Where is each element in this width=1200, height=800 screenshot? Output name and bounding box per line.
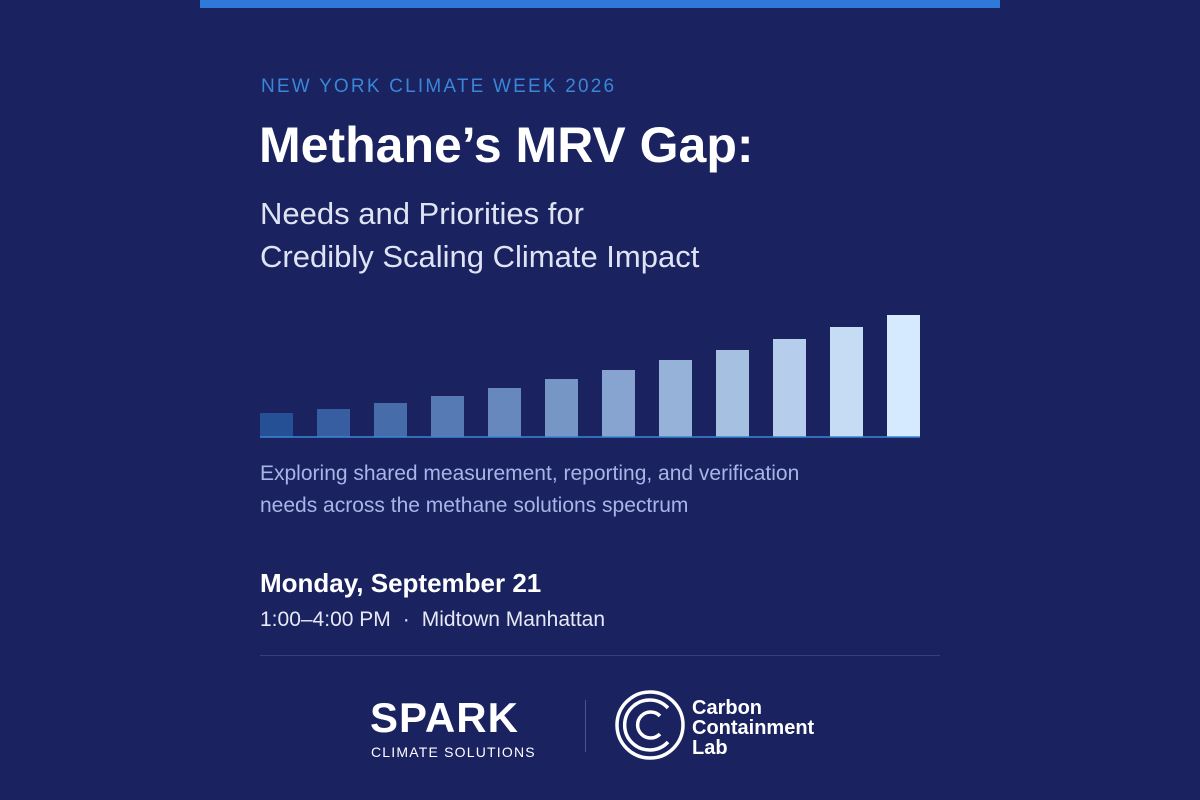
decorative-bar <box>431 396 464 437</box>
decorative-bar <box>488 388 521 437</box>
subtitle: Needs and Priorities for <box>260 196 584 231</box>
decorative-bar <box>317 409 350 437</box>
event-location: Midtown Manhattan <box>421 608 606 631</box>
description: Exploring shared measurement, reporting,… <box>260 462 800 485</box>
separator: · <box>402 608 410 631</box>
subtitle: Credibly Scaling Climate Impact <box>260 239 700 274</box>
event-time: 1:00–4:00 PM <box>260 608 391 631</box>
event-details: 1:00–4:00 PM · Midtown Manhattan <box>260 608 617 632</box>
decorative-bar <box>260 413 293 437</box>
decorative-bar <box>659 360 692 437</box>
decorative-bar <box>887 315 920 437</box>
ccl-name: Lab <box>692 737 728 759</box>
divider <box>260 655 940 656</box>
ccl-name: Containment <box>692 717 815 739</box>
title: Methane’s MRV Gap: <box>259 117 754 173</box>
decorative-bar <box>716 350 749 437</box>
spark-logo: SPARK <box>370 694 519 741</box>
decorative-bar <box>830 327 863 437</box>
logo-separator <box>585 700 586 752</box>
decorative-bars <box>260 315 920 437</box>
decorative-bar <box>773 339 806 437</box>
spark-tagline: CLIMATE SOLUTIONS <box>371 744 536 760</box>
decorative-bar <box>545 379 578 437</box>
top-bar <box>200 0 1000 8</box>
event-date: Monday, September 21 <box>260 568 542 598</box>
ccl-name: Carbon <box>692 697 762 719</box>
decorative-bar <box>374 403 407 437</box>
decorative-bar <box>602 370 635 437</box>
eyebrow: NEW YORK CLIMATE WEEK 2026 <box>261 76 617 97</box>
ccl-logo <box>615 690 685 760</box>
description: needs across the methane solutions spect… <box>260 494 689 517</box>
